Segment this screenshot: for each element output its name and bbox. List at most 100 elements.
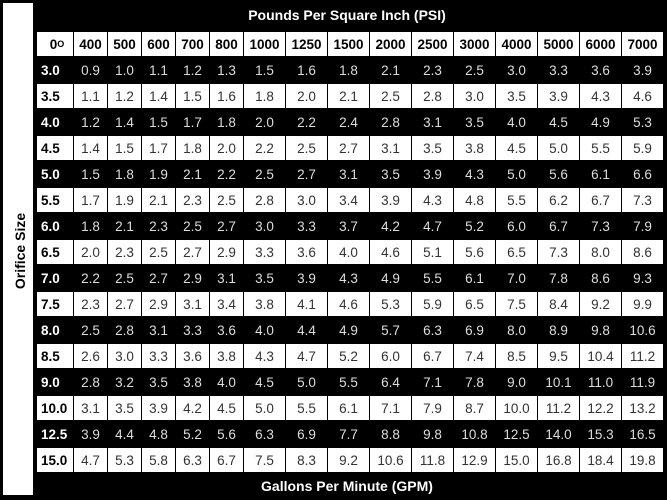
gpm-value-cell: 3.1 (412, 110, 453, 134)
gpm-value-cell: 3.1 (176, 292, 209, 316)
orifice-size-cell: 15.0 (37, 448, 73, 472)
column-header-psi: 6000 (580, 32, 621, 56)
gpm-value-cell: 4.5 (496, 136, 537, 160)
column-header-psi: 2500 (412, 32, 453, 56)
gpm-value-cell: 4.3 (580, 84, 621, 108)
gpm-value-cell: 12.5 (496, 422, 537, 446)
gpm-value-cell: 6.7 (412, 344, 453, 368)
psi-title: Pounds Per Square Inch (PSI) (248, 7, 446, 23)
gpm-value-cell: 3.5 (496, 84, 537, 108)
gpm-value-cell: 1.8 (328, 58, 369, 82)
gpm-value-cell: 5.6 (210, 422, 243, 446)
gpm-value-cell: 3.3 (244, 240, 285, 264)
gpm-value-cell: 3.8 (176, 370, 209, 394)
gpm-value-cell: 7.1 (412, 370, 453, 394)
gpm-value-cell: 1.7 (74, 188, 107, 212)
gpm-value-cell: 5.9 (622, 136, 663, 160)
column-header-psi: 700 (176, 32, 209, 56)
gpm-value-cell: 4.0 (328, 240, 369, 264)
gpm-value-cell: 3.2 (108, 370, 141, 394)
gpm-value-cell: 3.8 (454, 136, 495, 160)
gpm-value-cell: 8.3 (286, 448, 327, 472)
gpm-value-cell: 4.3 (454, 162, 495, 186)
gpm-value-cell: 2.1 (328, 84, 369, 108)
gpm-value-cell: 5.3 (370, 292, 411, 316)
gpm-value-cell: 2.7 (210, 214, 243, 238)
gpm-value-cell: 4.9 (328, 318, 369, 342)
gpm-value-cell: 4.5 (244, 370, 285, 394)
gpm-value-cell: 5.6 (538, 162, 579, 186)
gpm-value-cell: 2.8 (74, 370, 107, 394)
table-row: 3.0 0.9 1.0 1.1 1.2 1.3 1.5 1.6 1.8 2.1 2.3 2.5 3.0 3… (37, 58, 663, 82)
gpm-value-cell: 3.0 (108, 344, 141, 368)
gpm-value-cell: 1.1 (142, 58, 175, 82)
gpm-value-cell: 4.0 (244, 318, 285, 342)
gpm-value-cell: 7.8 (454, 370, 495, 394)
gpm-value-cell: 4.2 (370, 214, 411, 238)
gpm-value-cell: 6.7 (210, 448, 243, 472)
gpm-value-cell: 5.1 (412, 240, 453, 264)
gpm-value-cell: 1.4 (108, 110, 141, 134)
gpm-value-cell: 16.5 (622, 422, 663, 446)
gpm-value-cell: 6.7 (538, 214, 579, 238)
gpm-value-cell: 5.5 (286, 396, 327, 420)
gpm-value-cell: 1.5 (244, 58, 285, 82)
gpm-value-cell: 3.1 (370, 136, 411, 160)
gpm-value-cell: 3.9 (74, 422, 107, 446)
gpm-value-cell: 6.9 (454, 318, 495, 342)
gpm-value-cell: 10.8 (454, 422, 495, 446)
gpm-value-cell: 2.2 (244, 136, 285, 160)
gpm-value-cell: 5.5 (412, 266, 453, 290)
gpm-value-cell: 1.5 (176, 84, 209, 108)
gpm-value-cell: 6.3 (176, 448, 209, 472)
gpm-value-cell: 9.2 (580, 292, 621, 316)
gpm-value-cell: 4.5 (538, 110, 579, 134)
gpm-value-cell: 5.0 (496, 162, 537, 186)
gpm-value-cell: 2.8 (108, 318, 141, 342)
gpm-value-cell: 7.7 (328, 422, 369, 446)
gpm-value-cell: 2.2 (74, 266, 107, 290)
gpm-value-cell: 1.4 (142, 84, 175, 108)
gpm-value-cell: 2.5 (74, 318, 107, 342)
gpm-value-cell: 4.5 (210, 396, 243, 420)
gpm-value-cell: 3.6 (176, 344, 209, 368)
gpm-value-cell: 9.2 (328, 448, 369, 472)
gpm-value-cell: 2.7 (328, 136, 369, 160)
gpm-value-cell: 4.7 (412, 214, 453, 238)
gpm-value-cell: 1.8 (176, 136, 209, 160)
gpm-value-cell: 3.0 (496, 58, 537, 82)
column-header-psi: 1000 (244, 32, 285, 56)
gpm-value-cell: 2.3 (74, 292, 107, 316)
gpm-value-cell: 7.5 (496, 292, 537, 316)
gpm-value-cell: 2.8 (412, 84, 453, 108)
column-header-psi: 500 (108, 32, 141, 56)
gpm-value-cell: 13.2 (622, 396, 663, 420)
table-row: 6.0 1.8 2.1 2.3 2.5 2.7 3.0 3.3 3.7 4.2 4.7 5.2 6.0 6… (37, 214, 663, 238)
gpm-value-cell: 4.4 (286, 318, 327, 342)
gpm-value-cell: 10.0 (496, 396, 537, 420)
gpm-value-cell: 2.5 (108, 266, 141, 290)
gpm-value-cell: 6.4 (370, 370, 411, 394)
gpm-value-cell: 2.2 (286, 110, 327, 134)
gpm-value-cell: 11.8 (412, 448, 453, 472)
gpm-value-cell: 2.8 (244, 188, 285, 212)
gpm-value-cell: 7.0 (496, 266, 537, 290)
gpm-value-cell: 7.9 (412, 396, 453, 420)
gpm-value-cell: 2.1 (142, 188, 175, 212)
gpm-value-cell: 4.6 (622, 84, 663, 108)
gpm-value-cell: 1.7 (142, 136, 175, 160)
gpm-value-cell: 5.0 (244, 396, 285, 420)
gpm-value-cell: 2.0 (74, 240, 107, 264)
gpm-value-cell: 3.0 (244, 214, 285, 238)
gpm-value-cell: 10.4 (580, 344, 621, 368)
gpm-value-cell: 3.1 (142, 318, 175, 342)
gpm-value-cell: 2.5 (286, 136, 327, 160)
gpm-value-cell: 8.6 (622, 240, 663, 264)
gpm-value-cell: 4.9 (580, 110, 621, 134)
gpm-value-cell: 4.3 (244, 344, 285, 368)
gpm-value-cell: 6.6 (622, 162, 663, 186)
gpm-value-cell: 6.3 (244, 422, 285, 446)
orifice-size-axis: Orifice Size (3, 3, 33, 495)
